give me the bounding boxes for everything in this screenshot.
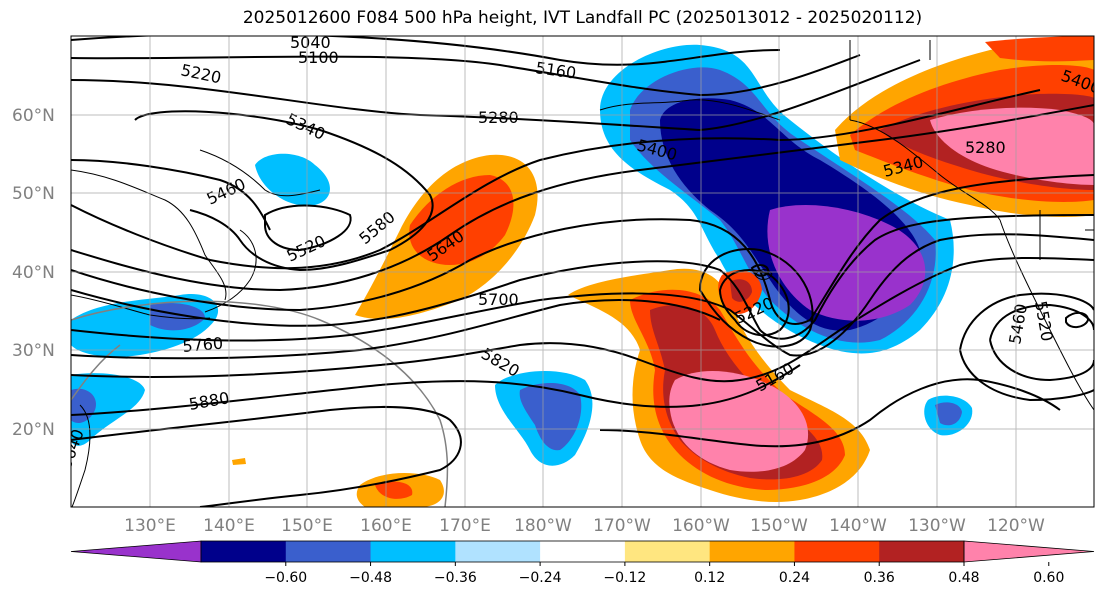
colorbar-bin [201,541,287,562]
colorbar-bin [794,541,880,562]
lon-label: 160°W [672,516,730,536]
colorbar-tick-label: −0.12 [603,570,646,586]
lon-label: 150°W [750,516,808,536]
colorbar-tick-label: −0.24 [519,570,562,586]
lat-label: 20°N [12,420,55,440]
lat-label: 50°N [12,184,55,204]
lon-label: 150°E [281,516,333,536]
lon-label: 140°W [829,516,887,536]
colorbar-tick-label: −0.48 [349,570,392,586]
colorbar-frame [200,540,965,563]
lon-label: 120°W [987,516,1045,536]
colorbar-tick-label: 0.12 [694,570,725,586]
colorbar-bin [370,541,456,562]
colorbar-tick-label: −0.60 [264,570,307,586]
colorbar: −0.60 −0.48 −0.36 −0.24 −0.12 0.12 0.24 0.36 0.4… [70,540,1095,586]
lon-label: 170°E [439,516,491,536]
colorbar-bin [455,541,541,562]
lon-label: 180°W [514,516,572,536]
colorbar-max-arrow [963,540,1095,563]
contour-label: 5040 [290,33,331,52]
colorbar-tick-label: −0.36 [434,570,477,586]
colorbar-bin [540,541,626,562]
colorbar-tick-label: 0.60 [1033,570,1064,586]
contour-label: 5760 [182,334,224,356]
colorbar-min-arrow [70,540,202,563]
colorbar-bin [709,541,795,562]
range-ring [71,300,449,507]
colorbar-tick-label: 0.24 [779,570,810,586]
longitude-labels: 130°E 140°E 150°E 160°E 170°E 180°W 170°… [124,516,1045,536]
lon-label: 170°W [593,516,651,536]
height-contours [71,36,1094,507]
map-frame [70,35,1095,508]
contour-label: 5100 [298,48,339,67]
colorbar-tick-label: 0.36 [864,570,895,586]
map-title: 2025012600 F084 500 hPa height, IVT Land… [242,8,923,28]
lat-label: 40°N [12,263,55,283]
latitude-labels: 60°N 50°N 40°N 30°N 20°N [12,106,55,440]
colorbar-bin [879,541,965,562]
contour-label: 5280 [965,138,1006,157]
lon-label: 140°E [203,516,255,536]
lon-label: 130°E [124,516,176,536]
lat-label: 30°N [12,341,55,361]
contour-label: 5280 [478,108,519,127]
colorbar-bin [624,541,711,562]
colorbar-tick-label: 0.48 [948,570,979,586]
lon-label: 130°W [908,516,966,536]
contour-label: 5700 [478,290,519,309]
lon-label: 160°E [360,516,412,536]
lat-label: 60°N [12,106,55,126]
gridlines [71,36,1094,507]
colorbar-bin [285,541,372,562]
